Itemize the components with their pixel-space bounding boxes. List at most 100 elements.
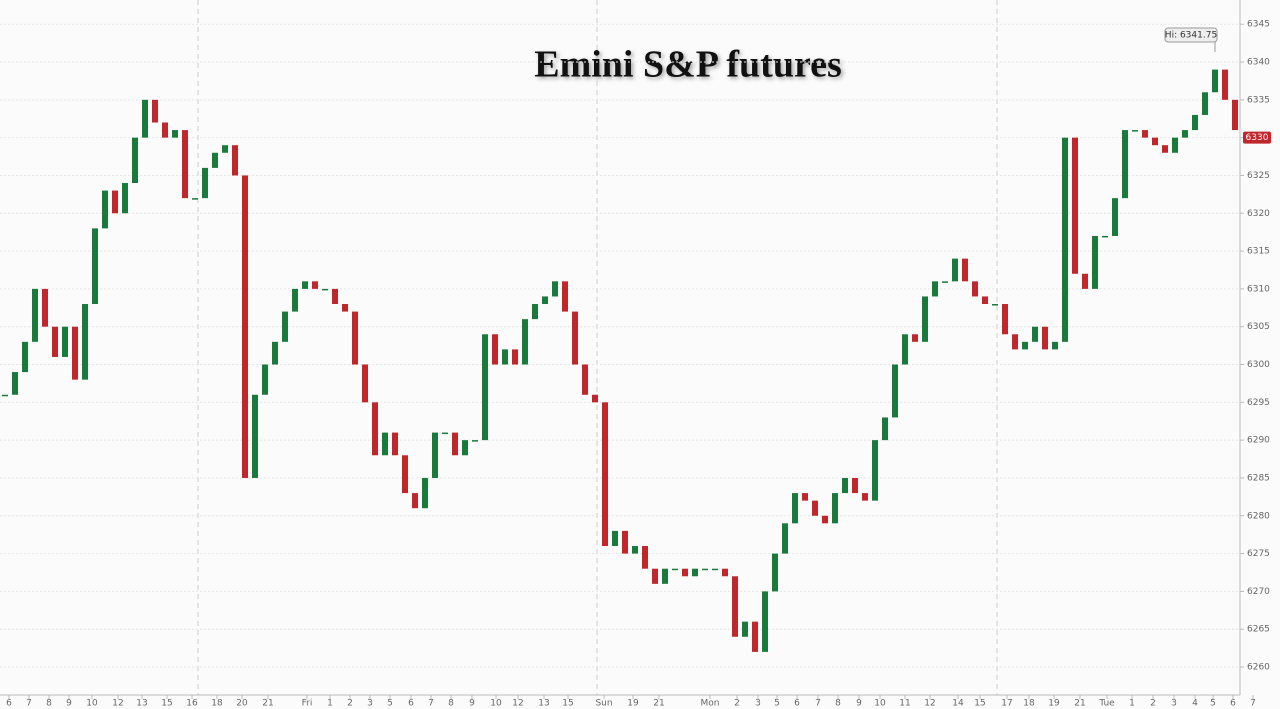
x-tick-label: 12 [924,699,935,709]
candle [162,122,168,138]
candle [882,417,888,441]
candle [312,281,318,289]
candle [282,311,288,342]
y-tick-label: 6300 [1247,360,1270,370]
x-tick-label: Mon [701,699,720,709]
candle [72,326,78,380]
candle [1172,137,1178,153]
candle [982,296,988,305]
candle [182,130,188,199]
candle [992,304,998,306]
candle [1132,130,1138,132]
candle [852,477,858,494]
candle [632,546,638,554]
candle [952,258,958,282]
x-tick-label: 5 [1210,699,1216,709]
candle [862,493,868,501]
x-tick-label: 19 [1048,699,1060,709]
candle [2,394,8,397]
candle [232,145,238,176]
x-tick-label: 12 [512,699,523,709]
candle [972,281,978,297]
candle [1002,304,1008,335]
y-tick-label: 6295 [1247,398,1270,408]
candle [1202,92,1208,115]
x-tick-label: 17 [1001,699,1012,709]
x-tick-label: 7 [1250,699,1256,709]
candle [462,440,468,456]
x-tick-label: 18 [1023,699,1035,709]
candle [1232,99,1238,131]
y-tick-label: 6340 [1247,58,1270,68]
high-label: Hi: 6341.75 [1165,31,1217,41]
x-tick-label: Fri [302,699,313,709]
x-tick-label: 9 [856,699,862,709]
x-tick-label: 21 [1074,699,1085,709]
x-tick-label: 2 [347,699,353,709]
candle [492,334,498,365]
x-tick-label: 13 [538,699,549,709]
candle [1082,273,1088,289]
candle [352,311,358,365]
x-tick-label: 21 [653,699,664,709]
candle [762,591,768,652]
candle [1162,145,1168,153]
candle [362,364,368,403]
x-tick-label: 6 [6,699,12,709]
candle [252,394,258,478]
candle [22,341,28,373]
candle [112,190,118,214]
x-tick-label: 8 [448,699,454,709]
y-tick-label: 6345 [1247,20,1270,30]
candle [892,364,898,418]
candle [822,515,828,524]
candle [1212,69,1218,93]
x-tick-label: 14 [952,699,964,709]
candle [292,288,298,312]
x-tick-label: 10 [490,699,502,709]
candle [602,402,608,547]
candle [92,228,98,305]
candle [472,440,478,442]
x-tick-label: 21 [262,699,273,709]
y-tick-label: 6260 [1247,663,1270,673]
candle [482,334,488,441]
x-tick-label: 7 [26,699,32,709]
candle [222,145,228,153]
x-tick-label: 9 [66,699,72,709]
x-tick-label: 15 [974,699,985,709]
candle [1112,198,1118,236]
candle [612,530,618,547]
candle [522,319,528,365]
candle [1052,341,1058,350]
candle [432,432,438,478]
candle [722,568,728,577]
candle [1152,137,1158,146]
x-tick-label: 1 [327,699,333,709]
candle [1012,334,1018,350]
last-price-label: 6330 [1246,133,1269,143]
x-tick-label: 16 [186,699,198,709]
candle [402,455,408,494]
x-tick-label: 3 [755,699,761,709]
candle [372,402,378,456]
candle [42,288,48,327]
x-tick-label: 15 [161,699,172,709]
high-box [1164,27,1218,43]
y-tick-label: 6280 [1247,511,1270,521]
x-tick-label: 8 [835,699,841,709]
x-tick-label: 7 [815,699,821,709]
last-price-box [1243,131,1271,144]
candle [752,621,758,652]
candle [142,99,148,138]
candle [1142,130,1148,138]
candle [532,304,538,320]
candle [452,432,458,456]
candle [1122,130,1128,199]
candle [1022,341,1028,350]
candle [642,546,648,569]
candle [792,493,798,524]
candle [342,304,348,312]
y-tick-label: 6285 [1247,473,1270,483]
y-tick-label: 6315 [1247,247,1270,257]
